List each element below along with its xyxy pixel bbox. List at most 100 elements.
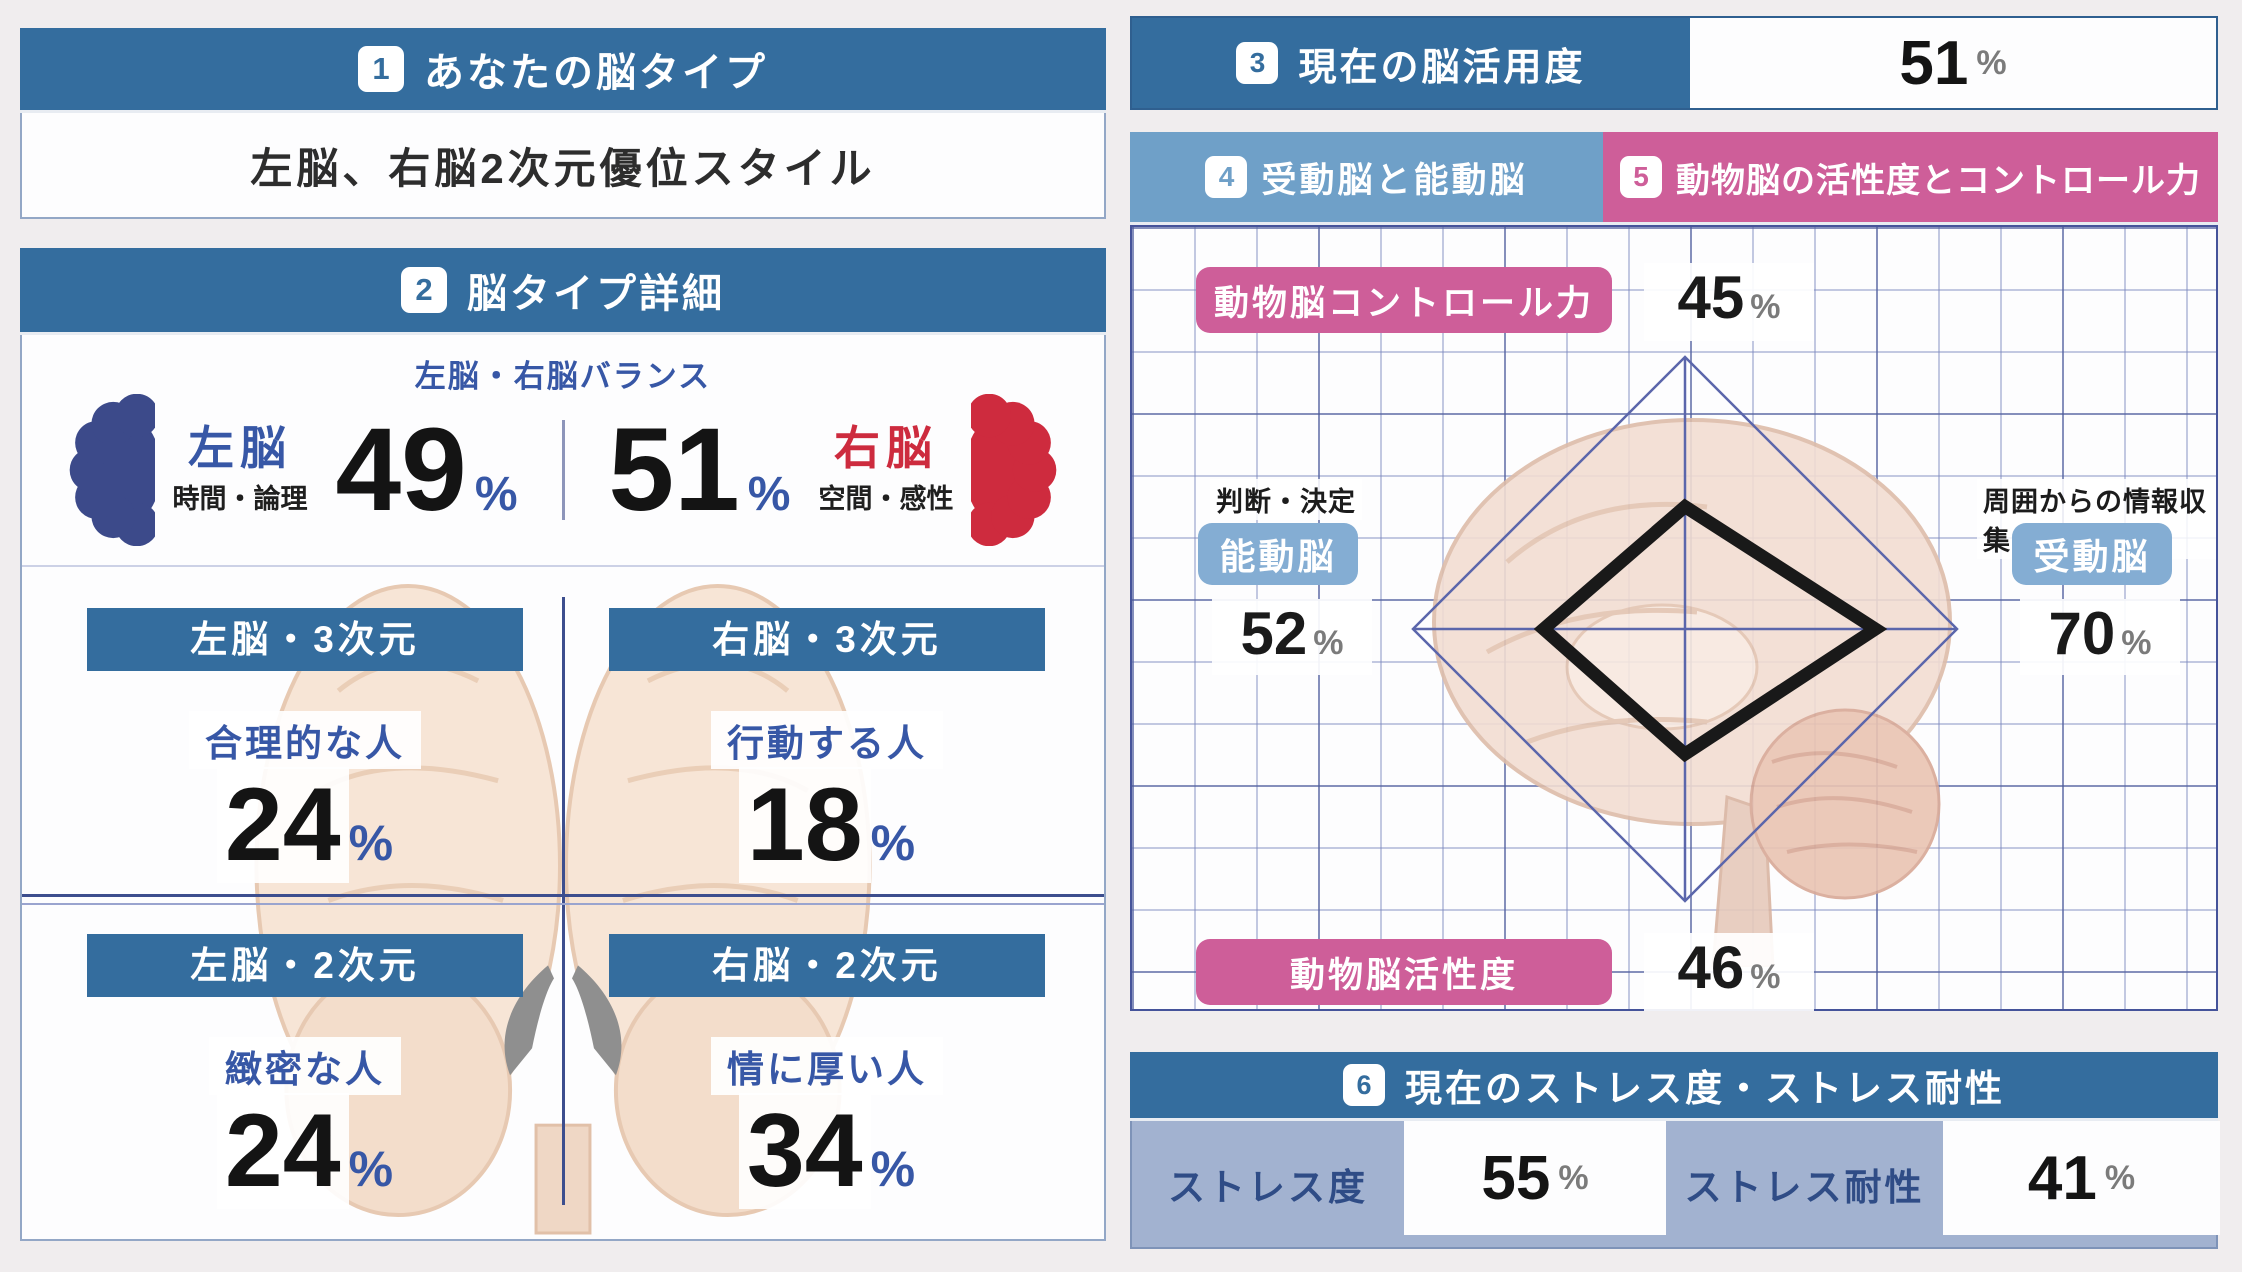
panel-radar: 4 受動脳と能動脳 5 動物脳の活性度とコントロール力 <box>1130 132 2218 1011</box>
stress-level-percent: 55 % <box>1404 1121 1666 1235</box>
panel1-title: あなたの脳タイプ <box>424 51 768 95</box>
panel5-header: 5 動物脳の活性度とコントロール力 <box>1603 132 2218 222</box>
animal-brain-activity-percent: 46 % <box>1644 933 1814 1011</box>
stress-row: ストレス度 55 % ストレス耐性 41 % <box>1130 1121 2220 1249</box>
quadrant-right-3d-percent: 18% <box>567 767 1087 883</box>
balance-divider <box>561 419 565 520</box>
quadrant-left-3d-value: 24 <box>216 767 349 883</box>
quadrant-right-3d-value: 18 <box>738 767 871 883</box>
sagittal-brain-illustration <box>1432 418 1952 967</box>
panel-stress: 6 現在のストレス度・ストレス耐性 ストレス度 55 % ストレス耐性 41 % <box>1130 1052 2220 1249</box>
panel5-title: 動物脳の活性度とコントロール力 <box>1676 161 2201 200</box>
quadrant-right-2d-header: 右脳・2次元 <box>609 934 1045 997</box>
stress-tolerance-value: 41 <box>2027 1143 2097 1213</box>
animal-brain-control-value: 45 <box>1677 264 1745 331</box>
panel1-number-badge: 1 <box>358 46 404 92</box>
radar-chart <box>1411 355 1959 903</box>
right-brain-sublabel: 空間・感性 <box>818 484 954 515</box>
panel6-title: 現在のストレス度・ストレス耐性 <box>1405 1068 2005 1109</box>
quadrant-left-3d: 左脳・3次元 合理的な人 24% <box>45 608 565 883</box>
quadrant-left-2d-percent: 24% <box>45 1093 565 1209</box>
passive-brain-tag: 受動脳 <box>2012 523 2172 585</box>
panel4-header: 4 受動脳と能動脳 <box>1130 132 1603 222</box>
left-brain-percent: 49% <box>336 411 518 529</box>
left-right-balance-section: 左脳・右脳バランス 左脳 時間・論理 <box>22 335 1104 565</box>
quadrant-right-2d-percent: 34% <box>567 1093 1087 1209</box>
stress-level-unit: % <box>1558 1158 1589 1197</box>
panel2-number-badge: 2 <box>401 267 447 313</box>
animal-brain-activity-tag: 動物脳活性度 <box>1196 939 1612 1005</box>
quadrant-vertical-axis <box>562 597 565 1205</box>
quadrant-right-2d-unit: % <box>870 1141 916 1197</box>
quadrant-section: 左脳・3次元 合理的な人 24% 右脳・3次元 行動する人 18% 左脳・2次元… <box>22 567 1104 1237</box>
animal-brain-activity-unit: % <box>1750 958 1781 996</box>
left-brain-unit: % <box>474 467 518 521</box>
right-brain-percent: 51% <box>609 411 791 529</box>
active-brain-note: 判断・決定 <box>1210 479 1362 520</box>
quadrant-right-2d: 右脳・2次元 情に厚い人 34% <box>567 934 1087 1209</box>
quadrant-left-2d-header: 左脳・2次元 <box>87 934 523 997</box>
radar-chart-area: 動物脳コントロール力 45 % 判断・決定 能動脳 52 % 周囲からの情報収集… <box>1130 225 2218 1011</box>
brain-type-result-text: 左脳、右脳2次元優位スタイル <box>250 144 876 192</box>
balance-row: 左脳 時間・論理 49% 51% 右脳 空間・感性 <box>22 387 1104 552</box>
brain-utilization-percent: 51 % <box>1690 18 2216 108</box>
balance-quadrant-divider <box>22 565 1104 567</box>
panel3-number-badge: 3 <box>1236 42 1279 84</box>
animal-brain-control-percent: 45 % <box>1644 263 1814 341</box>
stress-level-label: ストレス度 <box>1168 1167 1368 1208</box>
quadrant-left-3d-sublabel: 合理的な人 <box>189 711 421 769</box>
passive-brain-unit: % <box>2121 624 2152 662</box>
quadrant-right-3d-unit: % <box>870 815 916 871</box>
right-brain-label-block: 右脳 空間・感性 <box>818 423 953 517</box>
stress-tolerance-unit: % <box>2104 1158 2136 1197</box>
panel3-header: 3 現在の脳活用度 <box>1132 18 1690 108</box>
panel5-number-badge: 5 <box>1620 156 1662 198</box>
active-brain-value: 52 <box>1240 600 1308 667</box>
panel2-header: 2 脳タイプ詳細 <box>20 248 1106 335</box>
stress-tolerance-percent: 41 % <box>1943 1121 2220 1235</box>
right-brain-value: 51 <box>608 403 740 536</box>
radar-headers: 4 受動脳と能動脳 5 動物脳の活性度とコントロール力 <box>1130 132 2218 225</box>
panel6-header: 6 現在のストレス度・ストレス耐性 <box>1130 1052 2218 1121</box>
quadrant-horizontal-axis <box>22 894 1104 897</box>
quadrant-left-2d: 左脳・2次元 緻密な人 24% <box>45 934 565 1209</box>
quadrant-left-2d-unit: % <box>348 1141 394 1197</box>
panel-your-brain-type: 1 あなたの脳タイプ 左脳、右脳2次元優位スタイル <box>20 28 1106 219</box>
brain-utilization-unit: % <box>1976 43 2007 82</box>
right-hemisphere-icon <box>971 393 1057 546</box>
quadrant-right-3d: 右脳・3次元 行動する人 18% <box>567 608 1087 883</box>
passive-brain-value: 70 <box>2048 600 2116 667</box>
panel-brain-type-detail: 2 脳タイプ詳細 左脳・右脳バランス <box>20 248 1106 1241</box>
active-brain-unit: % <box>1313 624 1344 662</box>
animal-brain-activity-value: 46 <box>1677 934 1745 1001</box>
passive-brain-percent: 70 % <box>2020 599 2180 675</box>
quadrant-left-2d-sublabel: 緻密な人 <box>209 1037 401 1095</box>
quadrant-left-3d-unit: % <box>348 815 394 871</box>
panel6-number-badge: 6 <box>1343 1064 1385 1106</box>
quadrant-left-2d-value: 24 <box>216 1093 349 1209</box>
balance-title: 左脳・右脳バランス <box>414 359 712 394</box>
quadrant-left-3d-percent: 24% <box>45 767 565 883</box>
active-brain-percent: 52 % <box>1212 599 1372 675</box>
panel2-title: 脳タイプ詳細 <box>467 272 725 316</box>
right-brain-unit: % <box>747 467 791 521</box>
left-brain-value: 49 <box>335 403 467 536</box>
quadrant-right-3d-sublabel: 行動する人 <box>711 711 943 769</box>
panel-brain-utilization: 3 現在の脳活用度 51 % <box>1130 16 2218 110</box>
stress-tolerance-label: ストレス耐性 <box>1684 1167 1925 1208</box>
panel4-title: 受動脳と能動脳 <box>1261 160 1528 200</box>
left-hemisphere-icon <box>69 393 155 546</box>
active-brain-tag: 能動脳 <box>1198 523 1358 585</box>
stress-level-value: 55 <box>1481 1143 1551 1213</box>
panel1-header: 1 あなたの脳タイプ <box>20 28 1106 113</box>
panel2-body: 左脳・右脳バランス 左脳 時間・論理 <box>20 335 1106 1241</box>
panel1-body: 左脳、右脳2次元優位スタイル <box>20 113 1106 219</box>
panel3-title: 現在の脳活用度 <box>1298 46 1586 89</box>
animal-brain-control-tag: 動物脳コントロール力 <box>1196 267 1612 333</box>
quadrant-right-2d-value: 34 <box>738 1093 871 1209</box>
left-brain-label-block: 左脳 時間・論理 <box>173 423 308 517</box>
quadrant-horizontal-axis-light <box>22 903 1104 905</box>
right-brain-label: 右脳 <box>833 421 938 474</box>
quadrant-left-3d-header: 左脳・3次元 <box>87 608 523 671</box>
